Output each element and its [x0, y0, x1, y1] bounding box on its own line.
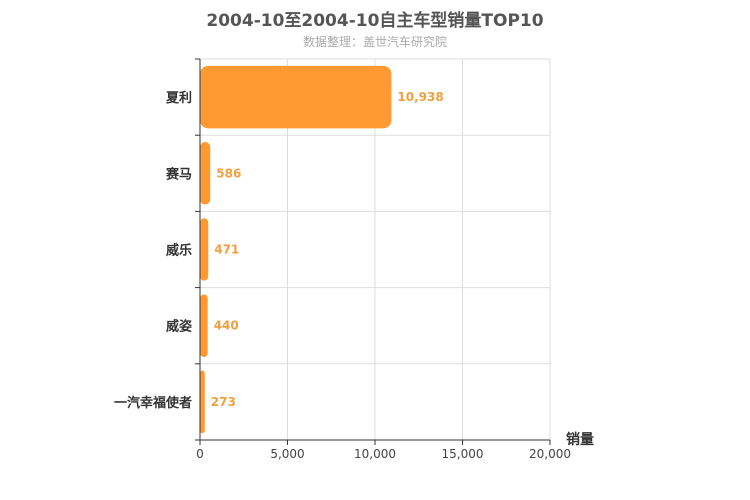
category-label: 威姿	[166, 319, 192, 335]
x-tick-label: 5,000	[270, 447, 304, 461]
bar[interactable]	[200, 142, 211, 205]
category-label: 夏利	[165, 90, 192, 106]
bar-value-label: 586	[216, 166, 241, 180]
data-labels: 10,938 586 471 440 273	[211, 90, 444, 409]
bar-value-label: 273	[211, 395, 236, 409]
chart-title: 2004-10至2004-10自主车型销量TOP10	[206, 11, 544, 31]
bar-value-label: 10,938	[397, 90, 443, 104]
bar-value-label: 471	[214, 243, 239, 257]
category-label: 威乐	[166, 243, 192, 259]
bars	[200, 65, 392, 434]
x-tick-label: 10,000	[354, 447, 396, 461]
category-label: 一汽幸福使者	[114, 395, 192, 411]
chart-subtitle: 数据整理：盖世汽车研究院	[302, 35, 447, 49]
x-tick-label: 15,000	[442, 447, 484, 461]
bar[interactable]	[200, 65, 392, 129]
category-label: 赛马	[165, 166, 192, 182]
x-tick-label: 0	[196, 447, 204, 461]
bar[interactable]	[200, 370, 205, 434]
value-axis-name: 销量	[566, 431, 594, 448]
x-tick-label: 20,000	[529, 447, 571, 461]
bar-value-label: 440	[214, 319, 239, 333]
bar[interactable]	[200, 294, 208, 357]
bar[interactable]	[200, 218, 209, 281]
